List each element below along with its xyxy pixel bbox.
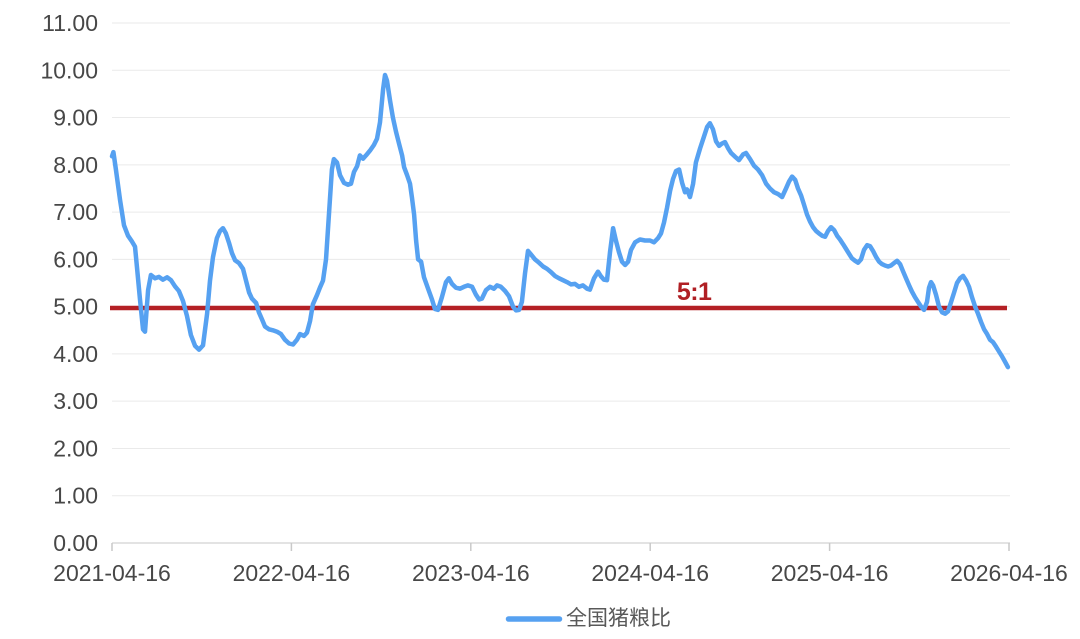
y-tick-label: 3.00 [53,388,98,414]
legend-line-swatch [505,616,563,622]
y-tick-label: 4.00 [53,341,98,367]
x-tick-label: 2023-04-16 [412,560,530,586]
legend-series-label: 全国猪粮比 [566,607,671,630]
y-tick-label: 8.00 [53,152,98,178]
x-tick-label: 2022-04-16 [233,560,351,586]
x-tick-label: 2026-04-16 [950,560,1068,586]
x-axis-labels: 2021-04-16 2022-04-16 2023-04-16 2024-04-16… [53,560,1068,586]
y-tick-label: 6.00 [53,246,98,272]
y-tick-label: 7.00 [53,199,98,225]
legend: 全国猪粮比 [48,606,1080,632]
y-axis-labels: 0.00 1.00 2.00 3.00 4.00 5.00 6.00 7.00 8.00 9.00… [40,10,98,556]
series-line [109,72,1011,370]
x-tick-label: 2025-04-16 [771,560,889,586]
y-tick-label: 1.00 [53,483,98,509]
y-tick-label: 0.00 [53,530,98,556]
threshold-label: 5:1 [677,278,712,306]
y-tick-label: 10.00 [40,57,98,83]
y-tick-label: 2.00 [53,435,98,461]
x-tick-label: 2021-04-16 [53,560,171,586]
y-tick-label: 11.00 [42,10,98,36]
x-tick-label: 2024-04-16 [591,560,709,586]
x-axis-ticks [111,543,1010,551]
y-tick-label: 5.00 [53,294,98,320]
y-tick-label: 9.00 [53,105,98,131]
